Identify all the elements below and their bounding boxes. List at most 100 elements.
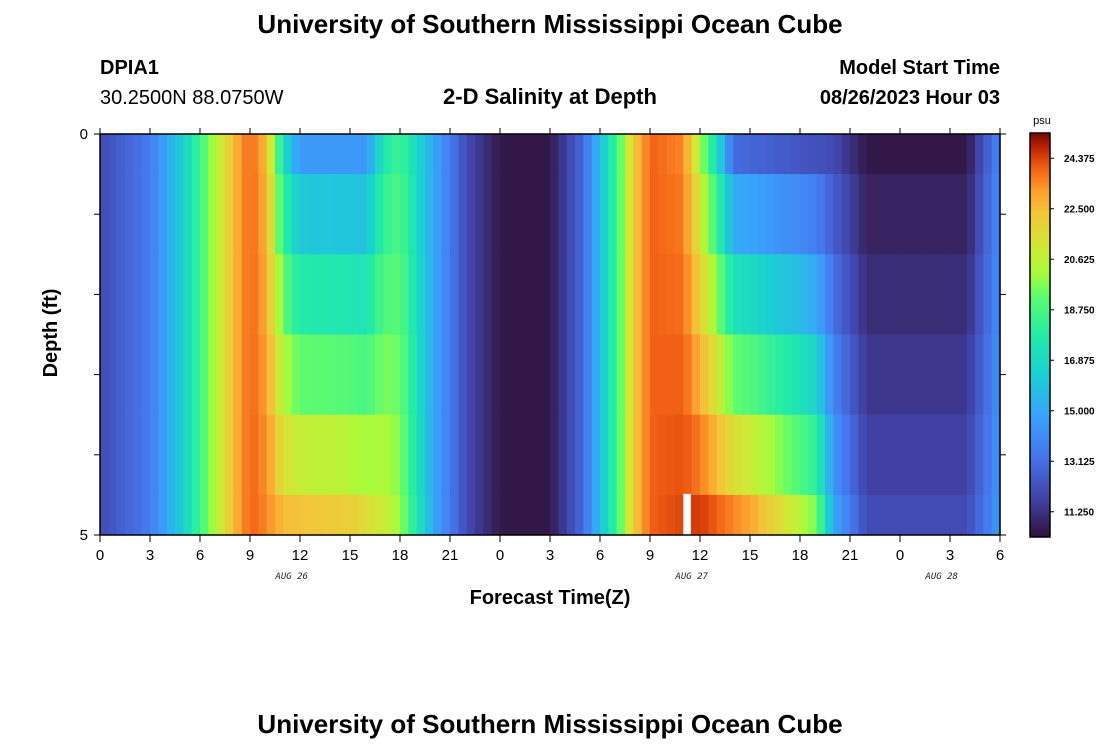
heatmap-cell: [350, 174, 359, 255]
heatmap-cell: [341, 134, 351, 175]
heatmap-cell: [508, 414, 518, 496]
heatmap-cell: [541, 134, 551, 175]
heatmap-cell: [825, 494, 834, 536]
heatmap-cell: [166, 414, 176, 496]
heatmap-cell: [925, 334, 934, 416]
heatmap-cell: [483, 334, 493, 416]
heatmap-cell: [958, 254, 968, 335]
heatmap-cell: [558, 334, 568, 416]
heatmap-cell: [416, 254, 426, 335]
heatmap-cell: [733, 334, 743, 416]
heatmap-cell: [358, 134, 368, 175]
heatmap-cell: [183, 334, 193, 416]
heatmap-cell: [133, 334, 143, 416]
heatmap-cell: [900, 334, 909, 416]
heatmap-cell: [900, 494, 909, 536]
heatmap-cell: [300, 494, 309, 536]
heatmap-cell: [150, 254, 159, 335]
heatmap-cell: [908, 254, 918, 335]
heatmap-cell: [416, 334, 426, 416]
heatmap-cell: [208, 334, 218, 416]
heatmap-cell: [550, 334, 559, 416]
heatmap-cell: [550, 414, 559, 496]
heatmap-cell: [241, 134, 251, 175]
heatmap-cell: [158, 334, 168, 416]
heatmap-cell: [850, 174, 859, 255]
heatmap-cell: [891, 414, 901, 496]
heatmap-cell: [925, 174, 934, 255]
heatmap-cell: [266, 334, 276, 416]
heatmap-cell: [908, 414, 918, 496]
heatmap-cell: [883, 334, 893, 416]
heatmap-cell: [500, 334, 509, 416]
heatmap-cell: [816, 174, 826, 255]
heatmap-cell: [775, 174, 784, 255]
heatmap-cell: [583, 174, 593, 255]
heatmap-cell: [475, 134, 484, 175]
heatmap-cell: [933, 174, 943, 255]
heatmap-cell: [250, 174, 259, 255]
heatmap-cell: [208, 414, 218, 496]
heatmap-cell: [100, 414, 109, 496]
heatmap-cell: [250, 414, 259, 496]
heatmap-cell: [108, 414, 118, 496]
heatmap-cell: [533, 174, 543, 255]
heatmap-cell: [783, 494, 793, 536]
heatmap-cell: [216, 254, 226, 335]
heatmap-cell: [541, 334, 551, 416]
heatmap-cell: [525, 174, 534, 255]
heatmap-cell: [600, 254, 609, 335]
x-tick-label: 6: [596, 547, 604, 564]
heatmap-cell: [466, 134, 476, 175]
heatmap-cell: [875, 414, 884, 496]
heatmap-cell: [316, 334, 326, 416]
x-tick-label: 12: [692, 547, 709, 564]
heatmap-cell: [358, 414, 368, 496]
heatmap-cell: [658, 174, 668, 255]
heatmap-cell: [625, 134, 634, 175]
heatmap-cell: [483, 134, 493, 175]
heatmap-cell: [441, 414, 451, 496]
heatmap-cell: [366, 174, 376, 255]
heatmap-cell: [800, 174, 809, 255]
heatmap-cell: [866, 174, 876, 255]
heatmap-cell: [275, 174, 284, 255]
heatmap-cell: [116, 334, 126, 416]
heatmap-cell: [700, 414, 709, 496]
heatmap-cell: [725, 334, 734, 416]
heatmap-cell: [666, 414, 676, 496]
heatmap-cell: [591, 334, 601, 416]
heatmap-cell: [433, 334, 443, 416]
heatmap-cell: [883, 254, 893, 335]
heatmap-cell: [133, 174, 143, 255]
heatmap-cell: [166, 134, 176, 175]
heatmap-cell: [225, 134, 234, 175]
heatmap-cell: [250, 494, 259, 536]
heatmap-cell: [283, 334, 293, 416]
heatmap-cell: [933, 494, 943, 536]
x-tick-label: 6: [196, 547, 204, 564]
heatmap-cell: [758, 334, 768, 416]
heatmap-cell: [158, 254, 168, 335]
heatmap-cell: [958, 414, 968, 496]
heatmap-cell: [225, 494, 234, 536]
heatmap-cell: [941, 254, 951, 335]
heatmap-cell: [808, 174, 818, 255]
heatmap-cell: [100, 174, 109, 255]
heatmap-cell: [866, 414, 876, 496]
heatmap-cell: [841, 134, 851, 175]
heatmap-cell: [908, 134, 918, 175]
heatmap-cell: [825, 174, 834, 255]
heatmap-cell: [983, 494, 993, 536]
heatmap-cell: [208, 494, 218, 536]
heatmap-cell: [200, 414, 209, 496]
heatmap-cell: [516, 494, 526, 536]
heatmap-cell: [425, 134, 434, 175]
heatmap-cell: [608, 254, 618, 335]
heatmap-cell: [883, 414, 893, 496]
heatmap-cell: [875, 254, 884, 335]
heatmap-cell: [733, 254, 743, 335]
footer-title: University of Southern Mississippi Ocean…: [257, 709, 843, 739]
heatmap-cell: [633, 494, 643, 536]
heatmap-cell: [250, 134, 259, 175]
